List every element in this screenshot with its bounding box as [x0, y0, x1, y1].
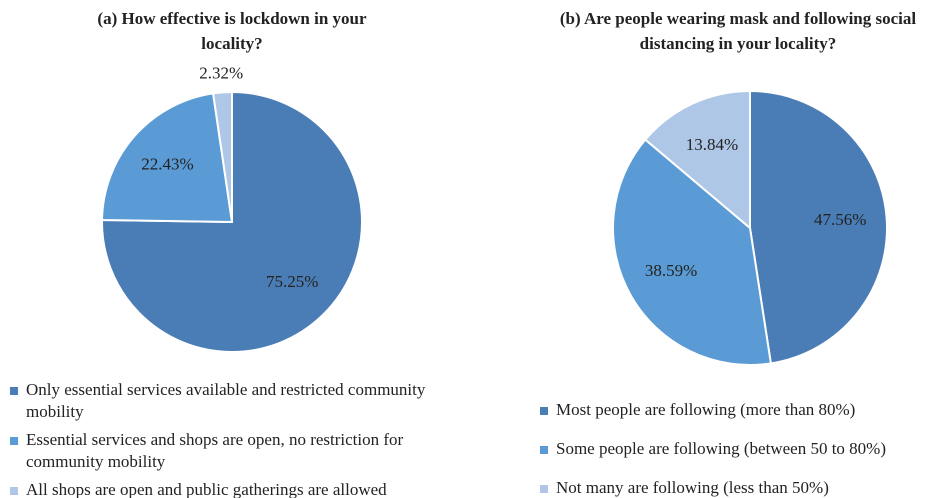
pie-slice	[749, 89, 888, 365]
legend-swatch	[10, 487, 18, 495]
legend-swatch	[540, 446, 548, 454]
data-label: 13.84%	[686, 135, 738, 154]
pie-slice	[612, 138, 773, 366]
legend: Most people are following (more than 80%…	[540, 399, 930, 498]
legend-item: Essential services and shops are open, n…	[10, 429, 470, 473]
data-label: 22.43%	[141, 154, 193, 173]
legend-item: Only essential services available and re…	[10, 379, 470, 423]
data-label: 2.32%	[199, 63, 243, 82]
pie-slice	[643, 89, 751, 231]
legend-label: Some people are following (between 50 to…	[556, 439, 886, 458]
chart-title: (b) Are people wearing mask and followin…	[559, 9, 917, 53]
legend-swatch	[540, 407, 548, 415]
legend-item: Most people are following (more than 80%…	[540, 399, 930, 421]
legend-swatch	[10, 387, 18, 395]
pie-slice	[100, 92, 234, 224]
data-label: 75.25%	[266, 272, 318, 291]
legend-label: Essential services and shops are open, n…	[26, 430, 404, 471]
legend-label: Most people are following (more than 80%…	[556, 400, 856, 419]
data-label: 38.59%	[645, 261, 697, 280]
legend: Only essential services available and re…	[10, 379, 470, 498]
legend-label: Only essential services available and re…	[26, 380, 426, 421]
legend-label: All shops are open and public gatherings…	[26, 480, 387, 498]
data-label: 47.56%	[814, 210, 866, 229]
legend-item: All shops are open and public gatherings…	[10, 479, 470, 498]
legend-item: Some people are following (between 50 to…	[540, 438, 930, 460]
legend-swatch	[540, 485, 548, 493]
legend-item: Not many are following (less than 50%)	[540, 477, 930, 498]
pie-slice	[211, 90, 233, 223]
pie-slice	[101, 90, 363, 353]
legend-label: Not many are following (less than 50%)	[556, 478, 829, 497]
chart-title: (a) How effective is lockdown in your lo…	[97, 9, 367, 53]
legend-swatch	[10, 437, 18, 445]
